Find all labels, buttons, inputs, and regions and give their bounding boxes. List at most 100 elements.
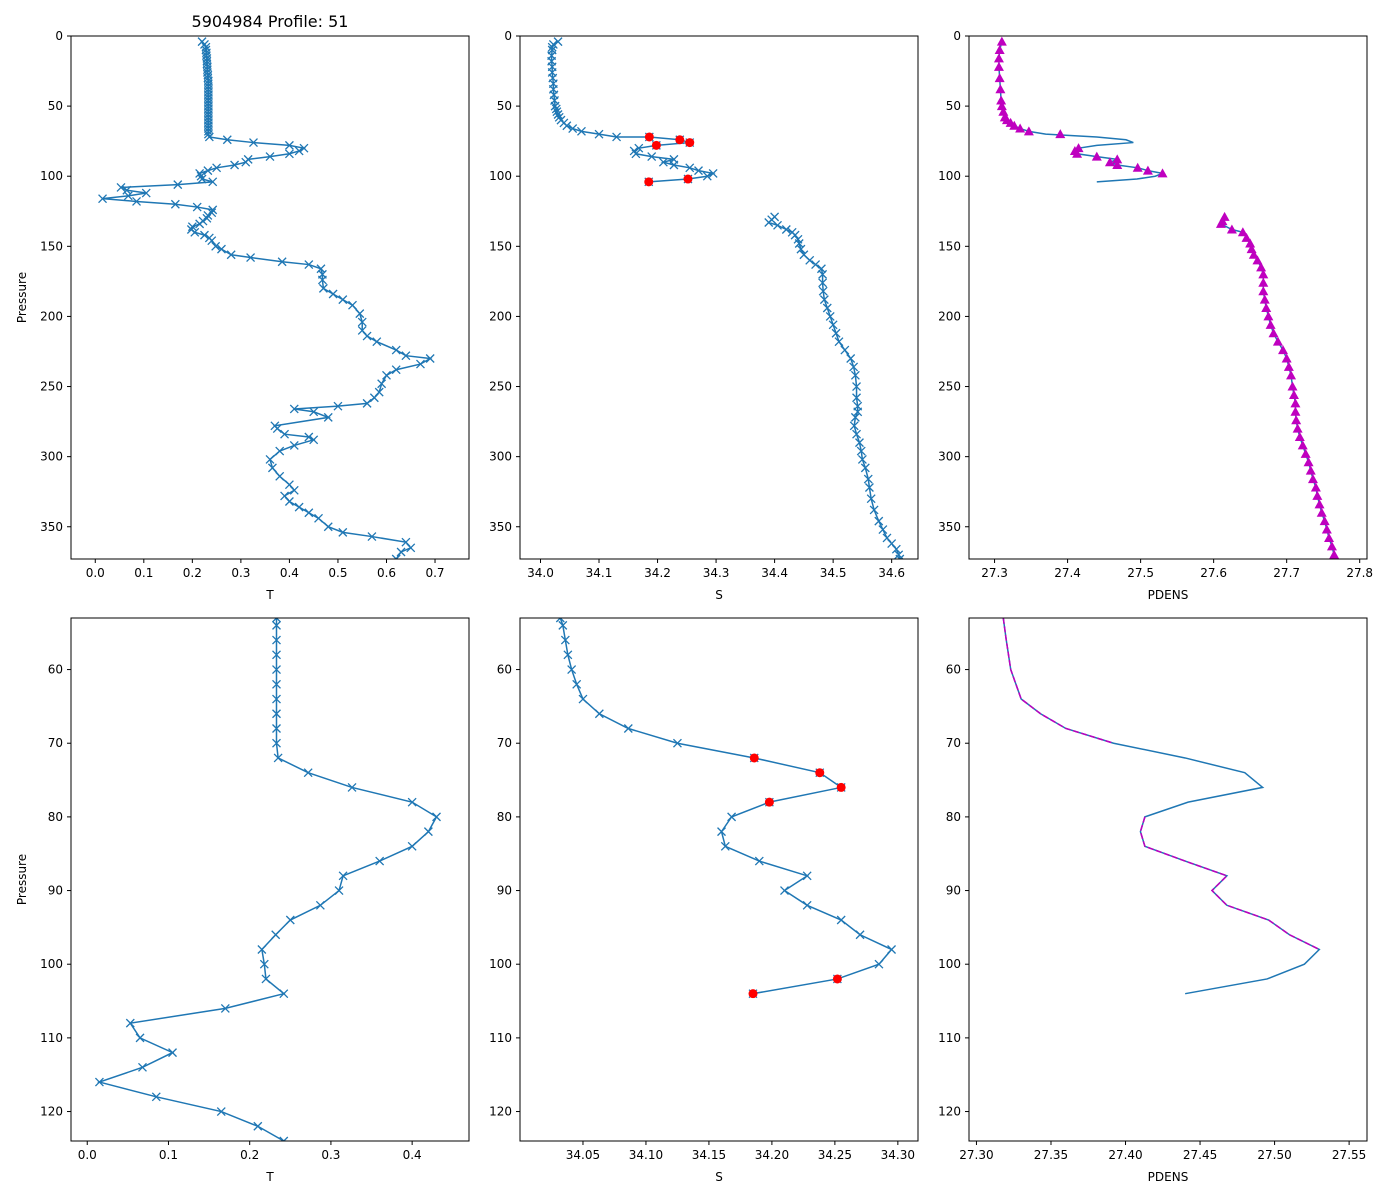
data-point [195,219,205,229]
data-point [362,398,372,408]
y-tick-label: 60 [48,663,63,677]
data-point [241,157,251,167]
x-axis-label: S [715,588,723,602]
y-tick-label: 50 [946,99,961,113]
y-tick-label: 60 [946,663,961,677]
x-tick-label: 0.4 [280,566,299,580]
y-tick-label: 120 [938,1105,961,1119]
data-point [253,1121,263,1131]
data-point [834,337,844,347]
plot-area [98,37,435,559]
x-tick-label: 34.6 [878,566,905,580]
data-point [805,255,815,265]
density-marker [1259,294,1270,304]
x-tick-label: 34.1 [586,566,613,580]
data-point [818,286,828,296]
data-point [265,152,275,162]
density-marker [1132,162,1143,172]
data-point [391,365,401,375]
data-point [267,463,277,473]
data-point [407,797,417,807]
data-point [866,494,876,504]
data-point [211,241,221,251]
density-marker [996,36,1007,46]
density-marker [1290,398,1301,408]
x-axis-label: T [265,1170,274,1184]
data-point [558,620,568,630]
density-marker [1258,269,1269,279]
data-point [647,152,657,162]
data-point [727,812,737,822]
data-point [280,429,290,439]
density-marker [996,95,1007,105]
x-tick-label: 27.35 [1034,1148,1068,1162]
data-point [717,827,726,837]
data-point [634,143,644,153]
data-point [304,432,314,442]
data-point [708,168,718,178]
y-tick-label: 100 [40,169,63,183]
data-point [720,841,730,851]
y-tick-label: 90 [48,884,63,898]
data-point [275,446,285,456]
density-marker [994,73,1005,83]
data-point [272,620,281,630]
data-point [790,230,800,240]
data-point [367,532,377,542]
density-marker [993,61,1004,71]
data-point [348,300,357,310]
data-point [852,382,862,391]
data-point [878,525,888,535]
y-tick-label: 50 [497,99,512,113]
figure-title: 5904984 Profile: 51 [192,12,349,31]
data-point [794,239,804,248]
plot-area [94,618,441,1141]
x-tick-label: 34.05 [566,1148,600,1162]
density-marker [1321,524,1332,534]
density-marker [1294,432,1305,442]
data-point [780,886,789,896]
data-point [796,244,806,254]
x-axis-label: PDENS [1148,588,1189,602]
y-tick-label: 110 [489,1031,512,1045]
density-marker [1272,336,1283,346]
data-point [334,886,344,896]
density-marker [1261,303,1272,313]
data-point [864,483,874,492]
data-point [822,303,832,313]
axes-frame [968,35,1368,560]
density-marker [1310,482,1321,492]
y-tick-label: 350 [489,520,512,534]
data-point [284,497,294,506]
density-marker [1287,381,1298,391]
density-marker [995,84,1006,94]
data-point [94,1077,104,1087]
data-point [831,328,841,338]
density-marker [1324,532,1335,542]
data-point [869,505,879,515]
data-point [204,132,214,142]
data-point [560,635,570,645]
series-line-bottom-t-0 [96,618,438,1141]
data-point [802,900,812,910]
data-point [856,446,866,456]
x-tick-label: 27.55 [1332,1148,1366,1162]
data-point [754,856,764,866]
x-tick-label: 0.3 [231,566,250,580]
series-line-top-s-1 [767,216,901,559]
density-marker [1237,227,1248,237]
data-point [272,618,281,623]
data-point [669,160,679,170]
y-tick-label: 90 [946,884,961,898]
density-marker [1241,232,1252,242]
density-marker [1055,129,1066,139]
data-point [299,143,309,153]
series-line-bottom-pdens-1 [1002,618,1114,744]
data-point [272,694,281,704]
axes-frame [70,617,470,1142]
y-tick-label: 70 [48,736,63,750]
data-point [685,163,695,173]
y-tick-label: 100 [40,957,63,971]
data-point [151,1092,161,1102]
